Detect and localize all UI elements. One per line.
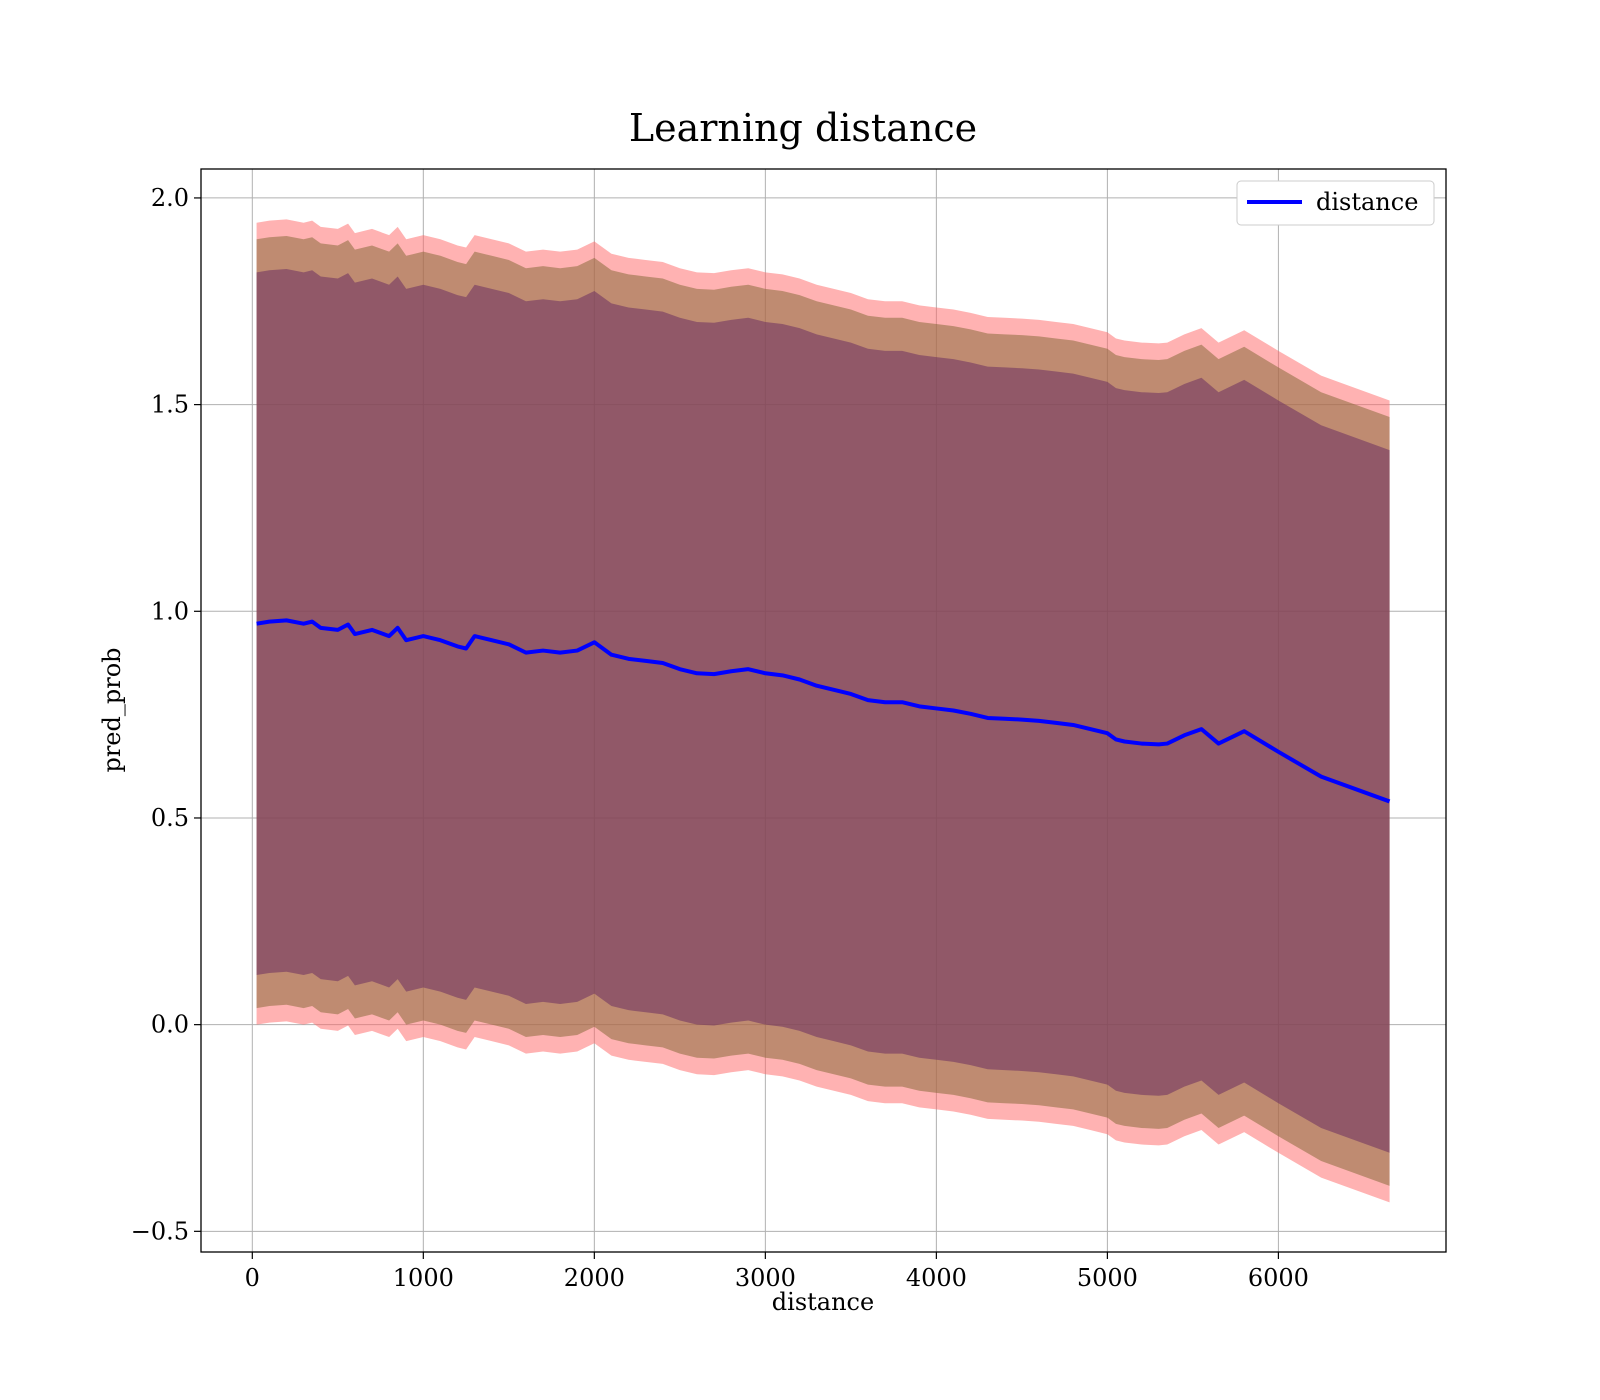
legend-label-distance: distance: [1316, 188, 1418, 216]
x-axis-label: distance: [772, 1288, 874, 1316]
series-lines: [256, 618, 1391, 804]
x-tick-label: 0: [245, 1264, 260, 1292]
x-tick-label: 1000: [393, 1264, 454, 1292]
confidence-band-3: [256, 269, 1390, 1153]
x-tick-label: 5000: [1077, 1264, 1138, 1292]
y-tick-label: 2.0: [151, 184, 189, 212]
y-axis-label: pred_prob: [98, 647, 126, 772]
legend-box: [1236, 180, 1435, 226]
chart-title: Learning distance: [629, 106, 977, 150]
plot-frame: [200, 168, 1447, 1253]
y-tick-label: 1.0: [151, 597, 189, 625]
x-tick-label: 3000: [735, 1264, 796, 1292]
legend: distance: [1236, 180, 1435, 226]
series-line-distance: [256, 618, 1391, 804]
confidence-bands: [256, 219, 1390, 1203]
y-tick-label: −0.5: [131, 1217, 189, 1245]
x-tick-label: 2000: [564, 1264, 625, 1292]
y-tick-label: 0.0: [151, 1011, 189, 1039]
y-axis: −0.5 0.0 0.5 1.0 1.5 2.0: [131, 184, 201, 1245]
y-tick-label: 1.5: [151, 391, 189, 419]
x-tick-label: 6000: [1248, 1264, 1309, 1292]
x-axis: 0 1000 2000 3000 4000 5000 6000: [245, 1252, 1309, 1292]
x-tick-label: 4000: [906, 1264, 967, 1292]
y-tick-label: 0.5: [151, 804, 189, 832]
